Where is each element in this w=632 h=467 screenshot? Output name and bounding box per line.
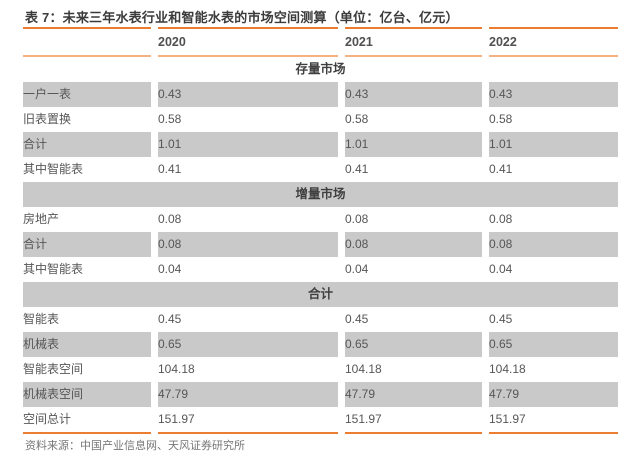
- value-cell-2020: 0.04: [158, 257, 338, 282]
- value-cell-2022: 0.65: [489, 332, 618, 357]
- value-cell-2020: 0.45: [158, 307, 338, 332]
- table-row: 机械表 0.65 0.65 0.65: [23, 332, 618, 357]
- value-cell-2022: 151.97: [489, 407, 618, 434]
- table-body: 存量市场 一户一表 0.43 0.43 0.43 旧表置换 0.58 0.58 0.58 合计 1.…: [23, 57, 618, 434]
- value-cell-2020: 1.01: [158, 132, 338, 157]
- value-cell-2022: 0.45: [489, 307, 618, 332]
- row-label: 智能表: [23, 307, 151, 332]
- value-cell-2021: 0.45: [345, 307, 482, 332]
- column-header-row: 2020 2021 2022: [23, 27, 618, 57]
- value-cell-2022: 0.41: [489, 157, 618, 182]
- table-row: 合计 0.08 0.08 0.08: [23, 232, 618, 257]
- value-cell-2020: 0.43: [158, 82, 338, 107]
- row-label: 智能表空间: [23, 357, 151, 382]
- column-header-2022: 2022: [489, 27, 618, 57]
- row-label: 机械表空间: [23, 382, 151, 407]
- value-cell-2021: 151.97: [345, 407, 482, 434]
- row-label: 其中智能表: [23, 157, 151, 182]
- value-cell-2021: 104.18: [345, 357, 482, 382]
- value-cell-2021: 0.41: [345, 157, 482, 182]
- value-cell-2021: 1.01: [345, 132, 482, 157]
- value-cell-2022: 0.58: [489, 107, 618, 132]
- value-cell-2020: 104.18: [158, 357, 338, 382]
- section-header: 增量市场: [23, 182, 618, 207]
- table-row: 智能表空间 104.18 104.18 104.18: [23, 357, 618, 382]
- value-cell-2020: 0.65: [158, 332, 338, 357]
- section-header: 合计: [23, 282, 618, 307]
- value-cell-2020: 0.58: [158, 107, 338, 132]
- row-label: 空间总计: [23, 407, 151, 434]
- table-row: 智能表 0.45 0.45 0.45: [23, 307, 618, 332]
- value-cell-2022: 0.08: [489, 232, 618, 257]
- value-cell-2022: 104.18: [489, 357, 618, 382]
- value-cell-2020: 0.41: [158, 157, 338, 182]
- row-label: 合计: [23, 132, 151, 157]
- market-space-table: 2020 2021 2022 存量市场 一户一表 0.43 0.43 0.43 旧表置换 0…: [16, 27, 625, 434]
- data-source: 资料来源：中国产业信息网、天风证券研究所: [25, 440, 245, 452]
- table-row: 合计 1.01 1.01 1.01: [23, 132, 618, 157]
- section-header: 存量市场: [23, 57, 618, 82]
- row-label: 机械表: [23, 332, 151, 357]
- table-row: 其中智能表 0.04 0.04 0.04: [23, 257, 618, 282]
- row-label: 房地产: [23, 207, 151, 232]
- table-row: 旧表置换 0.58 0.58 0.58: [23, 107, 618, 132]
- table-row: 空间总计 151.97 151.97 151.97: [23, 407, 618, 434]
- value-cell-2021: 0.65: [345, 332, 482, 357]
- table-row: 房地产 0.08 0.08 0.08: [23, 207, 618, 232]
- value-cell-2021: 0.08: [345, 232, 482, 257]
- value-cell-2021: 0.04: [345, 257, 482, 282]
- value-cell-2020: 151.97: [158, 407, 338, 434]
- value-cell-2021: 0.43: [345, 82, 482, 107]
- value-cell-2020: 47.79: [158, 382, 338, 407]
- column-header-2020: 2020: [158, 27, 338, 57]
- row-label: 合计: [23, 232, 151, 257]
- column-header-2021: 2021: [345, 27, 482, 57]
- value-cell-2021: 0.58: [345, 107, 482, 132]
- value-cell-2022: 1.01: [489, 132, 618, 157]
- value-cell-2020: 0.08: [158, 207, 338, 232]
- section-header-row: 增量市场: [23, 182, 618, 207]
- value-cell-2022: 47.79: [489, 382, 618, 407]
- section-header-row: 存量市场: [23, 57, 618, 82]
- table-row: 其中智能表 0.41 0.41 0.41: [23, 157, 618, 182]
- value-cell-2021: 47.79: [345, 382, 482, 407]
- table-row: 一户一表 0.43 0.43 0.43: [23, 82, 618, 107]
- value-cell-2022: 0.04: [489, 257, 618, 282]
- row-label: 旧表置换: [23, 107, 151, 132]
- row-label: 一户一表: [23, 82, 151, 107]
- value-cell-2022: 0.43: [489, 82, 618, 107]
- row-label: 其中智能表: [23, 257, 151, 282]
- table-row: 机械表空间 47.79 47.79 47.79: [23, 382, 618, 407]
- value-cell-2022: 0.08: [489, 207, 618, 232]
- empty-corner-cell: [23, 27, 151, 57]
- value-cell-2021: 0.08: [345, 207, 482, 232]
- section-header-row: 合计: [23, 282, 618, 307]
- value-cell-2020: 0.08: [158, 232, 338, 257]
- table-title: 表 7：未来三年水表行业和智能水表的市场空间测算（单位：亿台、亿元）: [25, 10, 459, 25]
